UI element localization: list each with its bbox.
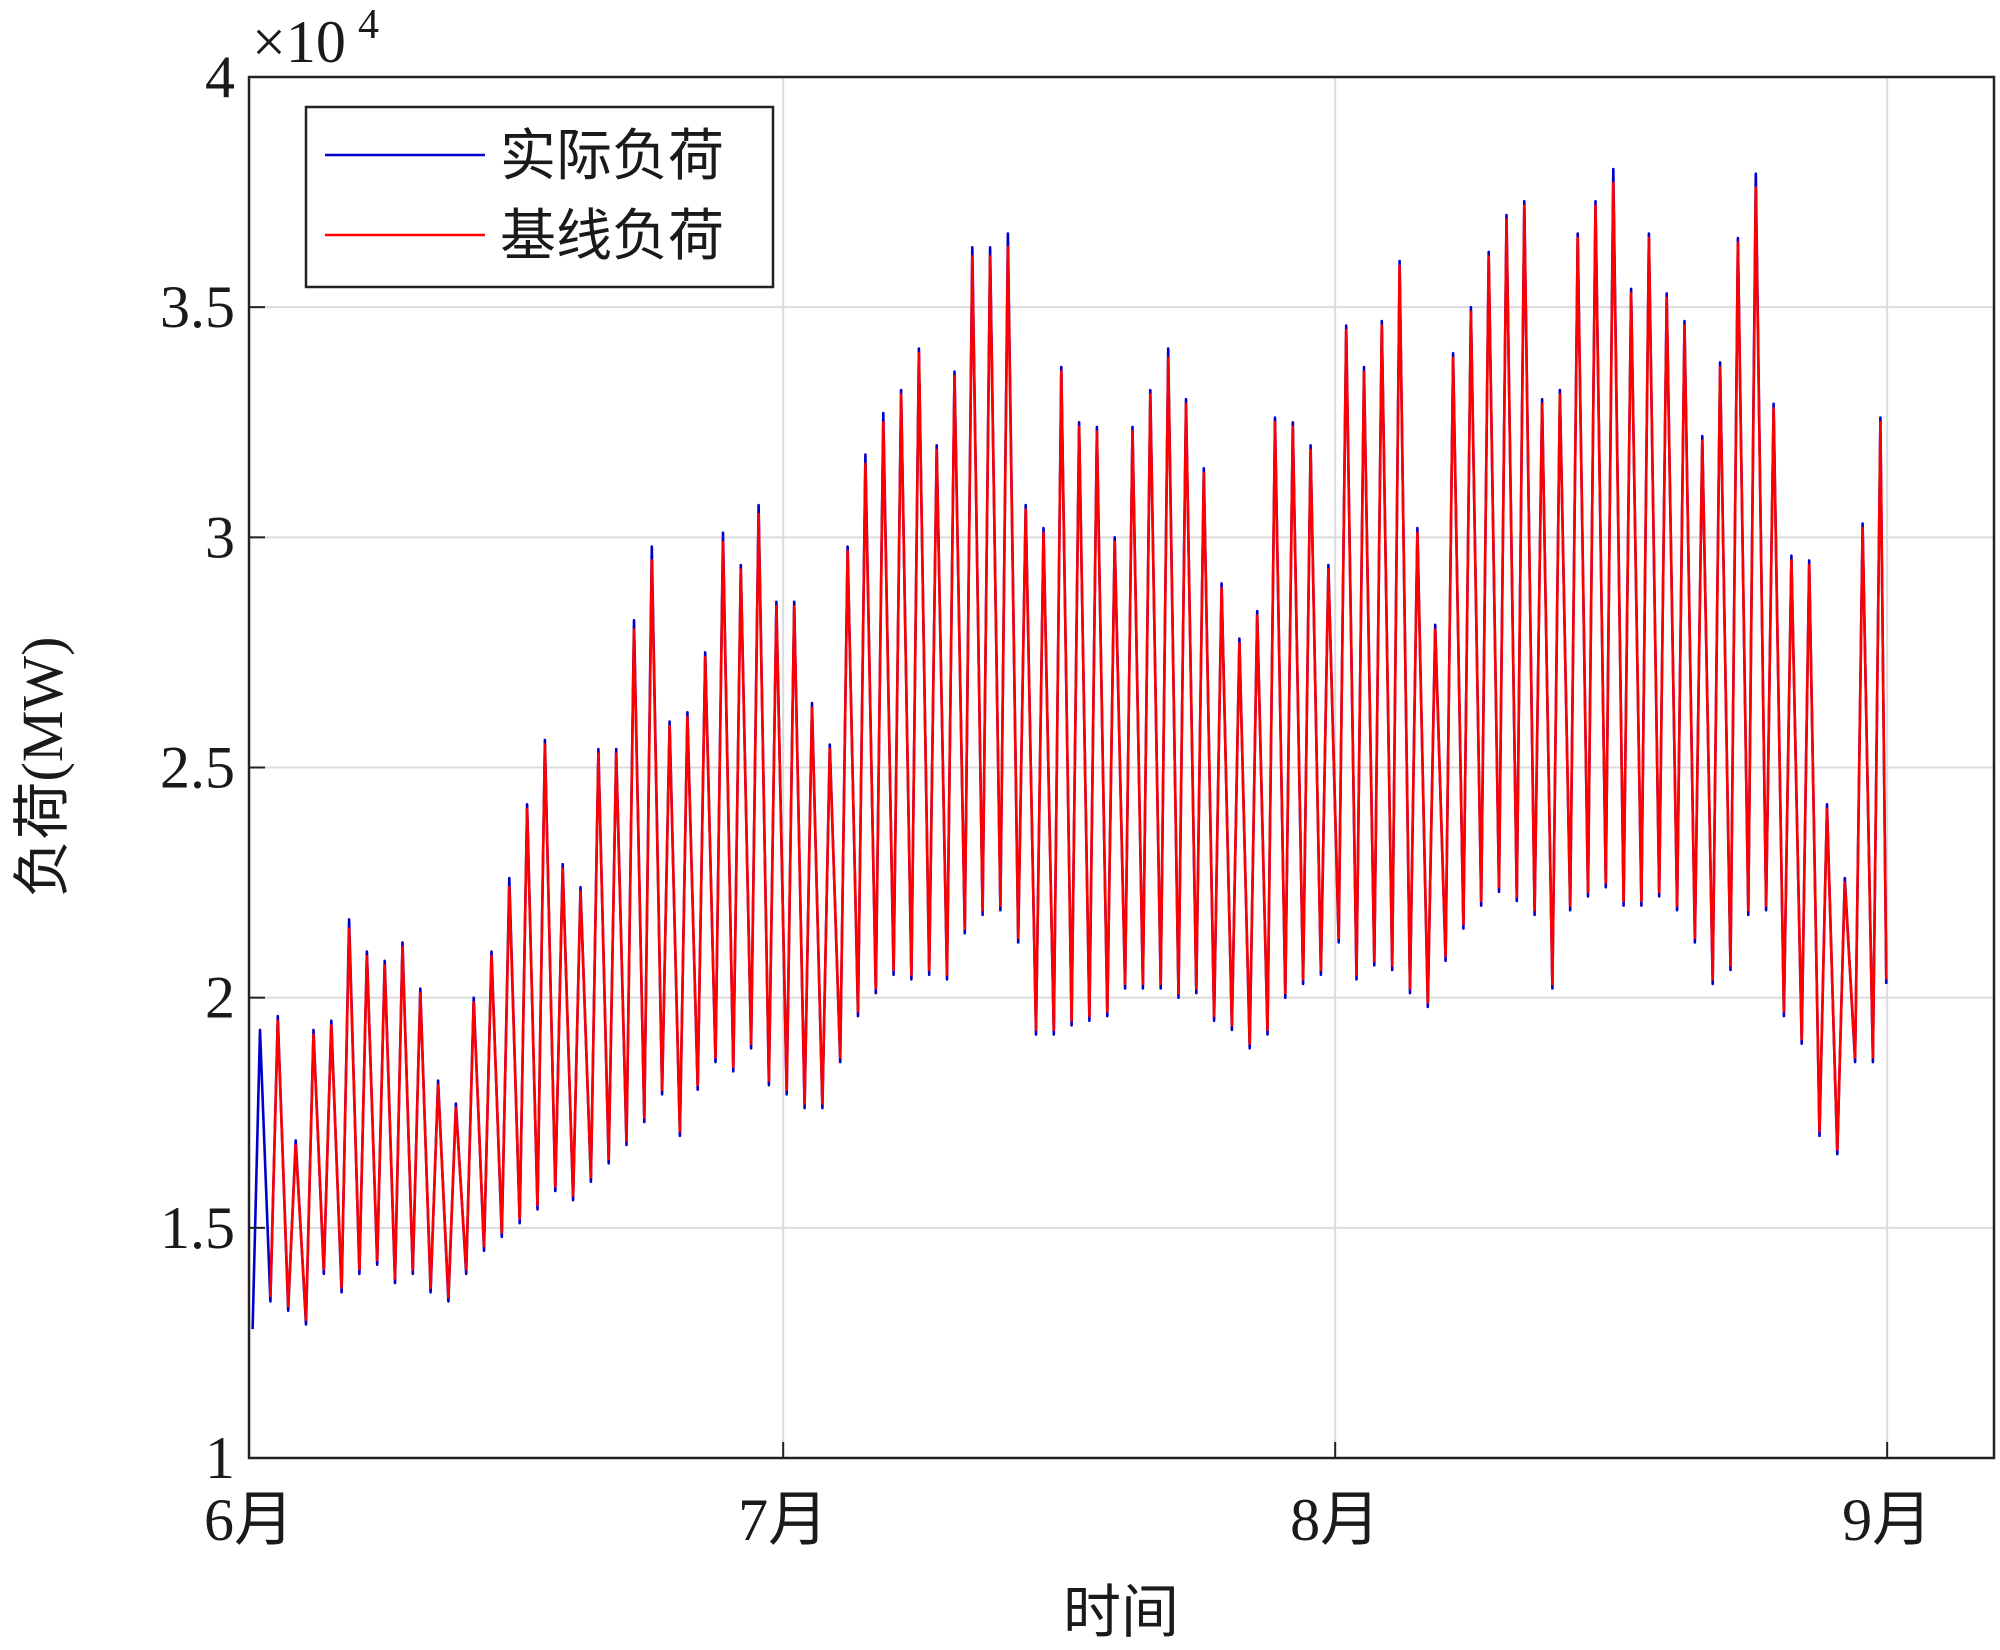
y-tick-label: 2.5 — [160, 735, 235, 801]
y-tick-label: 1.5 — [160, 1195, 235, 1261]
y-multiplier-base: ×10 — [252, 9, 346, 75]
series-line — [269, 181, 1888, 1322]
x-tick-label: 9月 — [1842, 1487, 1932, 1553]
legend-label: 实际负荷 — [500, 126, 724, 188]
y-tick-label: 1 — [205, 1425, 235, 1491]
legend-box — [304, 105, 775, 289]
y-tick-label: 2 — [205, 965, 235, 1031]
y-multiplier-exponent: 4 — [358, 2, 379, 48]
x-tick-label: 8月 — [1290, 1487, 1380, 1553]
x-tick-label: 7月 — [738, 1487, 828, 1553]
y-tick-label: 3.5 — [160, 274, 235, 340]
y-axis-label: 负荷(MW) — [10, 637, 75, 898]
x-axis-label: 时间 — [1063, 1580, 1179, 1645]
plot-lines — [251, 167, 1888, 1330]
ticks: 1 1.5 2 2.5 3 3.5 4 6月 7月 8月 9月 — [160, 44, 1932, 1553]
x-tick-label: 6月 — [204, 1487, 294, 1553]
legend-label: 基线负荷 — [500, 206, 724, 268]
y-tick-label: 4 — [205, 44, 235, 110]
y-tick-label: 3 — [205, 504, 235, 570]
